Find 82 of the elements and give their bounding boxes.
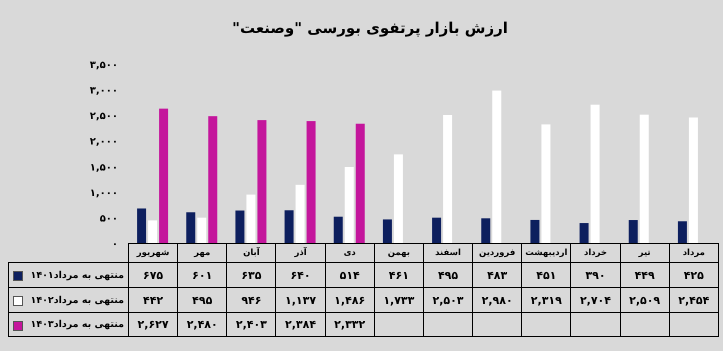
x-tick-label: دی <box>325 244 374 262</box>
bar <box>306 121 316 243</box>
bar <box>530 220 540 243</box>
data-label: ۲,۵۰۳ <box>423 288 473 312</box>
data-label: ۶۴۰ <box>276 262 326 288</box>
bar <box>688 117 698 243</box>
bar <box>394 154 403 243</box>
data-label: ۱,۷۳۳ <box>374 288 424 312</box>
bar <box>257 120 266 243</box>
data-label: ۲,۷۰۴ <box>570 288 620 312</box>
legend-label: منتهی به مرداد۱۴۰۲ <box>30 294 124 306</box>
x-tick-label: مرداد <box>669 244 718 262</box>
data-label: ۲,۴۸۰ <box>178 312 227 336</box>
legend-label: منتهی به مرداد۱۴۰۳ <box>30 319 124 330</box>
data-label: ۴۵۱ <box>522 262 571 288</box>
y-tick-label: ۳,۵۰۰ <box>90 60 118 71</box>
bar <box>492 90 502 243</box>
y-tick-label: ۰ <box>112 239 118 250</box>
x-tick-label: آذر <box>276 244 326 262</box>
bar <box>284 210 294 243</box>
bar <box>432 218 442 243</box>
chart-title: ارزش بازار پرتفوی بورسی "وصنعت" <box>232 19 508 37</box>
y-tick-label: ۱,۰۰۰ <box>90 188 118 199</box>
y-tick-label: ۲,۰۰۰ <box>90 136 118 148</box>
bar <box>344 167 354 243</box>
data-label: ۲,۴۵۴ <box>669 288 718 312</box>
legend-label: منتهی به مرداد۱۴۰۱ <box>30 270 124 280</box>
data-label: ۹۴۶ <box>226 288 276 312</box>
bar <box>541 124 550 243</box>
data-label: ۴۴۲ <box>128 288 178 312</box>
bar <box>235 210 244 243</box>
y-tick-label: ۳,۰۰۰ <box>90 86 118 97</box>
bar <box>590 104 600 243</box>
bar <box>208 116 218 243</box>
data-label: ۲,۳۸۴ <box>276 312 326 336</box>
data-label: ۲,۳۳۲ <box>325 312 374 336</box>
data-label: ۴۸۳ <box>472 262 522 288</box>
data-label: ۲,۳۱۹ <box>522 288 571 312</box>
bar <box>159 108 168 243</box>
x-tick-label: اسفند <box>423 244 473 262</box>
data-label: ۲,۹۸۰ <box>472 288 522 312</box>
data-label: ۲,۴۰۳ <box>226 312 276 336</box>
y-tick-label: ۵۰۰ <box>100 213 118 224</box>
bar <box>246 194 256 243</box>
bar <box>640 114 649 243</box>
y-tick-label: ۱,۵۰۰ <box>90 162 118 174</box>
bar <box>443 114 452 243</box>
bar <box>186 212 196 243</box>
bar <box>137 208 146 243</box>
data-label: ۶۷۵ <box>128 262 178 288</box>
data-label: ۴۶۱ <box>374 262 424 288</box>
bar <box>334 216 343 243</box>
x-tick-label: فروردین <box>472 244 522 262</box>
data-label: ۵۱۴ <box>325 262 374 288</box>
data-label: ۶۳۵ <box>226 262 276 288</box>
x-tick-label: بهمن <box>374 244 424 262</box>
bar <box>296 184 305 243</box>
data-label: ۱,۴۸۶ <box>325 288 374 312</box>
bar <box>382 219 392 243</box>
x-tick-label: تیر <box>620 244 670 262</box>
data-label: ۲,۶۲۷ <box>128 312 178 336</box>
data-label: ۴۹۵ <box>423 262 473 288</box>
data-label: ۱,۱۳۷ <box>276 288 326 312</box>
x-tick-label: شهریور <box>128 244 178 262</box>
data-label: ۳۹۰ <box>570 262 620 288</box>
data-label: ۴۲۵ <box>669 262 718 288</box>
bar <box>580 223 589 243</box>
bar <box>148 220 158 243</box>
bar <box>197 218 206 243</box>
x-tick-label: اردیبهشت <box>522 244 571 262</box>
bar <box>481 218 490 243</box>
bar <box>628 220 638 243</box>
bar <box>356 124 365 243</box>
data-label: ۲,۵۰۹ <box>620 288 670 312</box>
bar <box>678 221 687 243</box>
x-tick-label: آبان <box>226 244 276 262</box>
x-tick-label: مهر <box>178 244 227 262</box>
x-tick-label: خرداد <box>570 244 620 262</box>
data-label: ۶۰۱ <box>178 262 227 288</box>
data-label: ۴۹۵ <box>178 288 227 312</box>
data-label: ۴۴۹ <box>620 262 670 288</box>
y-tick-label: ۲,۵۰۰ <box>90 111 118 122</box>
